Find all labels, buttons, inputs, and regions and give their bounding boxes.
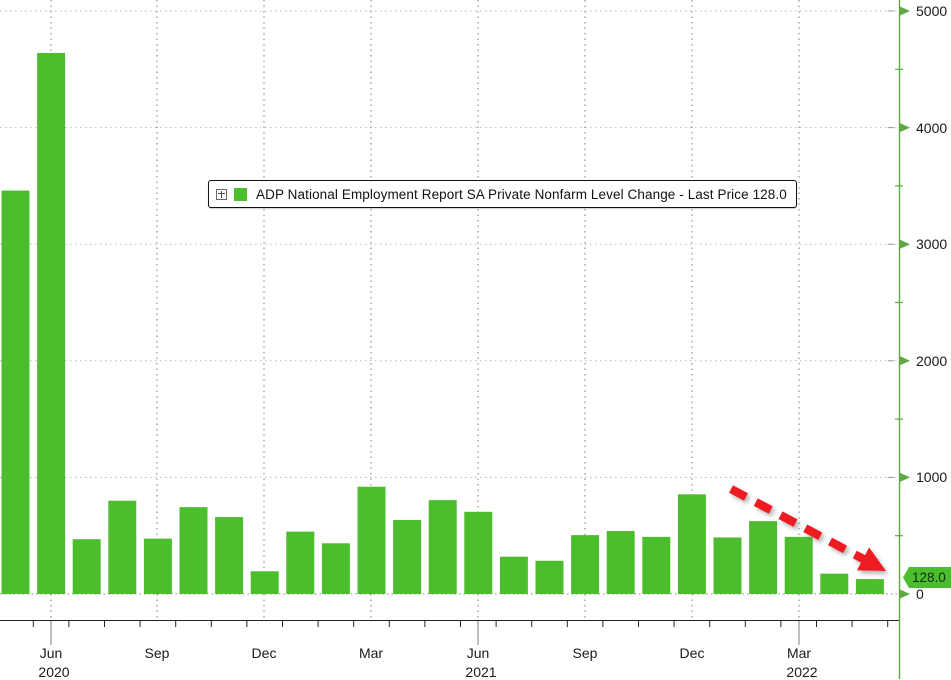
legend-series-label: ADP National Employment Report SA Privat… [256,186,787,202]
bar[interactable] [37,52,66,595]
last-price-tag: 128.0 [903,567,951,588]
y-axis-tick-arrow [900,472,910,482]
last-price-value: 128.0 [912,570,946,585]
x-axis-month-label: Dec [679,645,705,661]
y-axis-tick-label: 3000 [916,236,948,253]
arrow-head [856,547,886,571]
x-axis-month-label: Jun [39,645,63,661]
bar[interactable] [108,500,137,594]
y-axis-tick-label: 5000 [916,3,948,19]
bar[interactable] [642,536,671,594]
bar[interactable] [499,556,528,594]
bar[interactable] [535,560,564,594]
x-axis-year-label: 2021 [465,664,497,680]
chart-legend[interactable]: ADP National Employment Report SA Privat… [208,180,797,208]
bar[interactable] [464,511,493,594]
downtrend-arrow [729,485,886,571]
bar[interactable] [179,507,208,594]
x-axis-year-label: 2022 [786,664,818,680]
y-axis-tick-arrow [900,589,910,599]
bar[interactable] [357,486,386,594]
y-axis-tick-arrow [900,123,910,133]
y-axis-tick-arrow [900,356,910,366]
bar[interactable] [143,538,172,594]
x-axis-month-label: Sep [572,645,598,661]
x-axis-month-label: Mar [786,645,812,661]
x-axis-month-label: Sep [144,645,170,661]
bar[interactable] [428,500,457,594]
y-axis-tick-label: 2000 [916,352,948,369]
expand-box-icon[interactable] [216,188,227,200]
bar[interactable] [820,573,849,594]
bar[interactable] [1,190,30,594]
x-axis-month-label: Mar [358,645,384,661]
x-axis-month-label: Jun [466,645,490,661]
bar[interactable] [677,494,706,594]
bar[interactable] [571,535,600,594]
y-axis-tick-label: 0 [916,586,924,602]
x-axis-month-label: Dec [251,645,277,661]
bar[interactable] [72,539,101,594]
bar[interactable] [393,519,422,594]
y-axis-tick-arrow [900,239,910,249]
legend-color-swatch [234,187,247,201]
bar[interactable] [713,537,742,594]
y-axis-tick-label: 1000 [916,469,948,486]
bar[interactable] [855,579,884,594]
y-axis-tick-label: 4000 [916,119,948,136]
bar[interactable] [749,521,778,595]
bar[interactable] [286,531,315,594]
bar[interactable] [784,536,813,594]
bar[interactable] [215,517,244,594]
y-axis-tick-arrow [900,6,910,16]
bar[interactable] [321,543,350,594]
x-axis-year-label: 2020 [38,664,70,680]
bar[interactable] [606,531,635,594]
bar[interactable] [250,571,279,594]
